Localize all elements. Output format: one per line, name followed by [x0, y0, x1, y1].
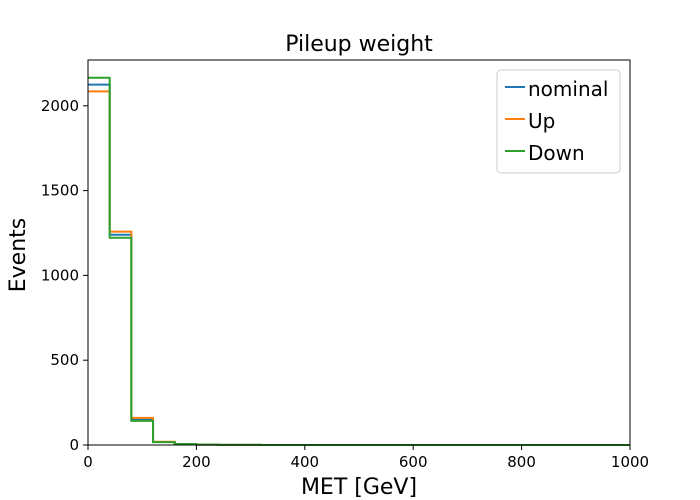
- x-axis-ticks: 0 200 400 600 800 1000: [83, 445, 649, 471]
- y-tick-label: 0: [69, 436, 79, 454]
- legend-label-nominal: nominal: [528, 77, 608, 101]
- x-tick-label: 400: [290, 453, 319, 471]
- y-tick-label: 1500: [41, 182, 79, 200]
- chart-title: Pileup weight: [285, 32, 433, 57]
- legend-box: [496, 69, 621, 174]
- legend-entries: nominal Up Down: [505, 77, 608, 165]
- x-tick-label: 600: [399, 453, 428, 471]
- x-tick-label: 0: [83, 453, 93, 471]
- y-axis-label: Events: [6, 218, 31, 293]
- legend-label-down: Down: [528, 141, 585, 165]
- x-tick-label: 1000: [611, 453, 649, 471]
- plot-frame: [87, 59, 631, 446]
- x-axis-label: MET [GeV]: [301, 475, 417, 500]
- y-axis-ticks: 0 500 1000 1500 2000: [41, 97, 88, 454]
- y-tick-label: 1000: [41, 266, 79, 284]
- x-tick-label: 800: [507, 453, 536, 471]
- y-tick-label: 500: [50, 351, 79, 369]
- legend-label-up: Up: [528, 109, 555, 133]
- legend: nominal Up Down: [496, 69, 621, 174]
- y-tick-label: 2000: [41, 97, 79, 115]
- x-tick-label: 200: [182, 453, 211, 471]
